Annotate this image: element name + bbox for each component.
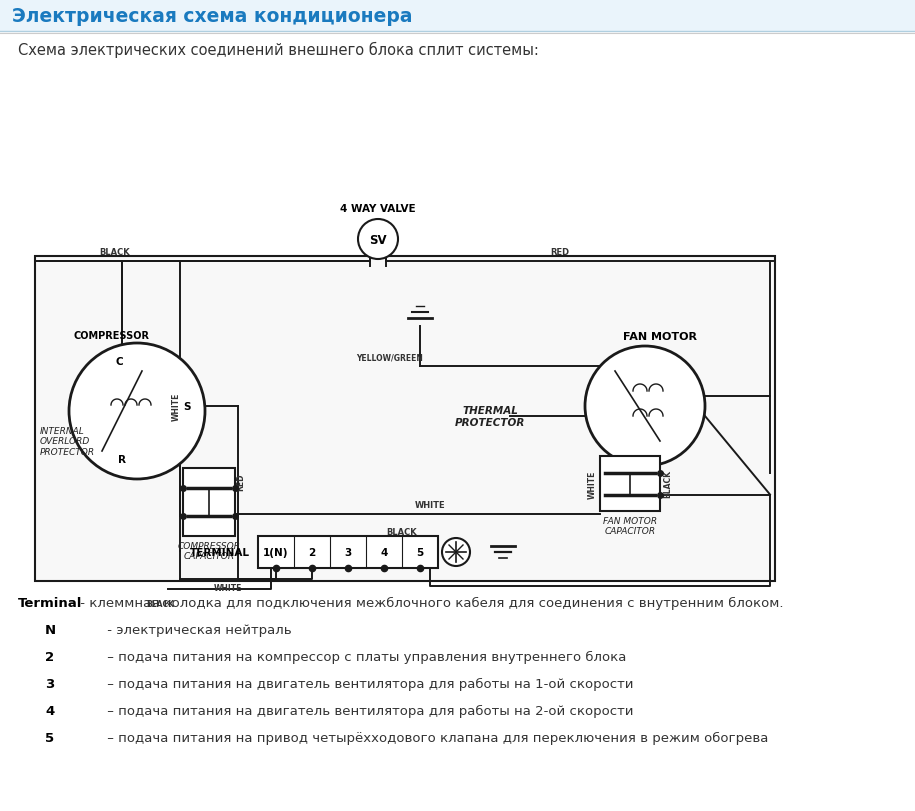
Text: – подача питания на двигатель вентилятора для работы на 2-ой скорости: – подача питания на двигатель вентилятор… — [103, 704, 633, 717]
Text: YELLOW/GREEN: YELLOW/GREEN — [357, 354, 424, 363]
Text: R: R — [118, 454, 126, 465]
Text: Электрическая схема кондиционера: Электрическая схема кондиционера — [12, 6, 413, 25]
Text: 5: 5 — [416, 547, 424, 557]
Text: WHITE: WHITE — [414, 500, 446, 509]
Text: INTERNAL
OVERLORD
PROTECTOR: INTERNAL OVERLORD PROTECTOR — [40, 427, 95, 457]
Text: - клеммная колодка для подключения межблочного кабеля для соединения с внутренни: - клеммная колодка для подключения межбл… — [76, 596, 783, 609]
Text: COMPRESSOR
CAPACITOR: COMPRESSOR CAPACITOR — [178, 541, 241, 560]
Text: BLUE: BLUE — [366, 547, 390, 556]
Text: C: C — [115, 357, 123, 367]
Text: 4: 4 — [381, 547, 388, 557]
Bar — [600, 457, 660, 512]
Text: 3: 3 — [45, 677, 54, 690]
Text: 3: 3 — [344, 547, 351, 557]
Text: Схема электрических соединений внешнего блока сплит системы:: Схема электрических соединений внешнего … — [18, 42, 539, 58]
Text: 1(N): 1(N) — [264, 547, 289, 557]
Circle shape — [585, 346, 705, 466]
Text: FAN MOTOR
CAPACITOR: FAN MOTOR CAPACITOR — [603, 517, 657, 536]
Text: 2: 2 — [308, 547, 316, 557]
Text: WHITE: WHITE — [587, 470, 597, 498]
Text: 4 WAY VALVE: 4 WAY VALVE — [340, 204, 415, 214]
Text: THERMAL
PROTECTOR: THERMAL PROTECTOR — [455, 406, 525, 427]
Text: WHITE: WHITE — [214, 583, 242, 592]
Text: TERMINAL: TERMINAL — [190, 547, 250, 557]
Circle shape — [358, 220, 398, 260]
Text: BLACK: BLACK — [146, 599, 174, 608]
Text: SV: SV — [369, 234, 387, 247]
Text: WHITE: WHITE — [171, 393, 180, 421]
Bar — [258, 536, 438, 569]
Text: S: S — [183, 401, 190, 411]
Bar — [35, 257, 775, 581]
Text: – подача питания на двигатель вентилятора для работы на 1-ой скорости: – подача питания на двигатель вентилятор… — [103, 677, 633, 690]
Text: - электрическая нейтраль: - электрическая нейтраль — [103, 623, 292, 636]
Text: – подача питания на привод четырёхходового клапана для переключения в режим обог: – подача питания на привод четырёхходово… — [103, 731, 769, 744]
Circle shape — [442, 539, 470, 566]
Text: 5: 5 — [45, 731, 54, 744]
Text: RED: RED — [236, 473, 245, 490]
Text: BLACK: BLACK — [387, 527, 417, 536]
Circle shape — [69, 344, 205, 479]
Text: RED: RED — [551, 247, 569, 257]
Text: BLACK: BLACK — [663, 470, 673, 498]
Text: 2: 2 — [45, 650, 54, 663]
Text: – подача питания на компрессор с платы управления внутреннего блока: – подача питания на компрессор с платы у… — [103, 650, 627, 663]
Text: Terminal: Terminal — [18, 596, 82, 609]
Text: COMPRESSOR: COMPRESSOR — [74, 331, 150, 341]
Text: FAN MOTOR: FAN MOTOR — [623, 332, 697, 341]
Text: 4: 4 — [45, 704, 54, 717]
Text: N: N — [45, 623, 56, 636]
Bar — [183, 469, 235, 536]
Text: BLACK: BLACK — [100, 247, 130, 257]
Bar — [0, 0, 915, 32]
